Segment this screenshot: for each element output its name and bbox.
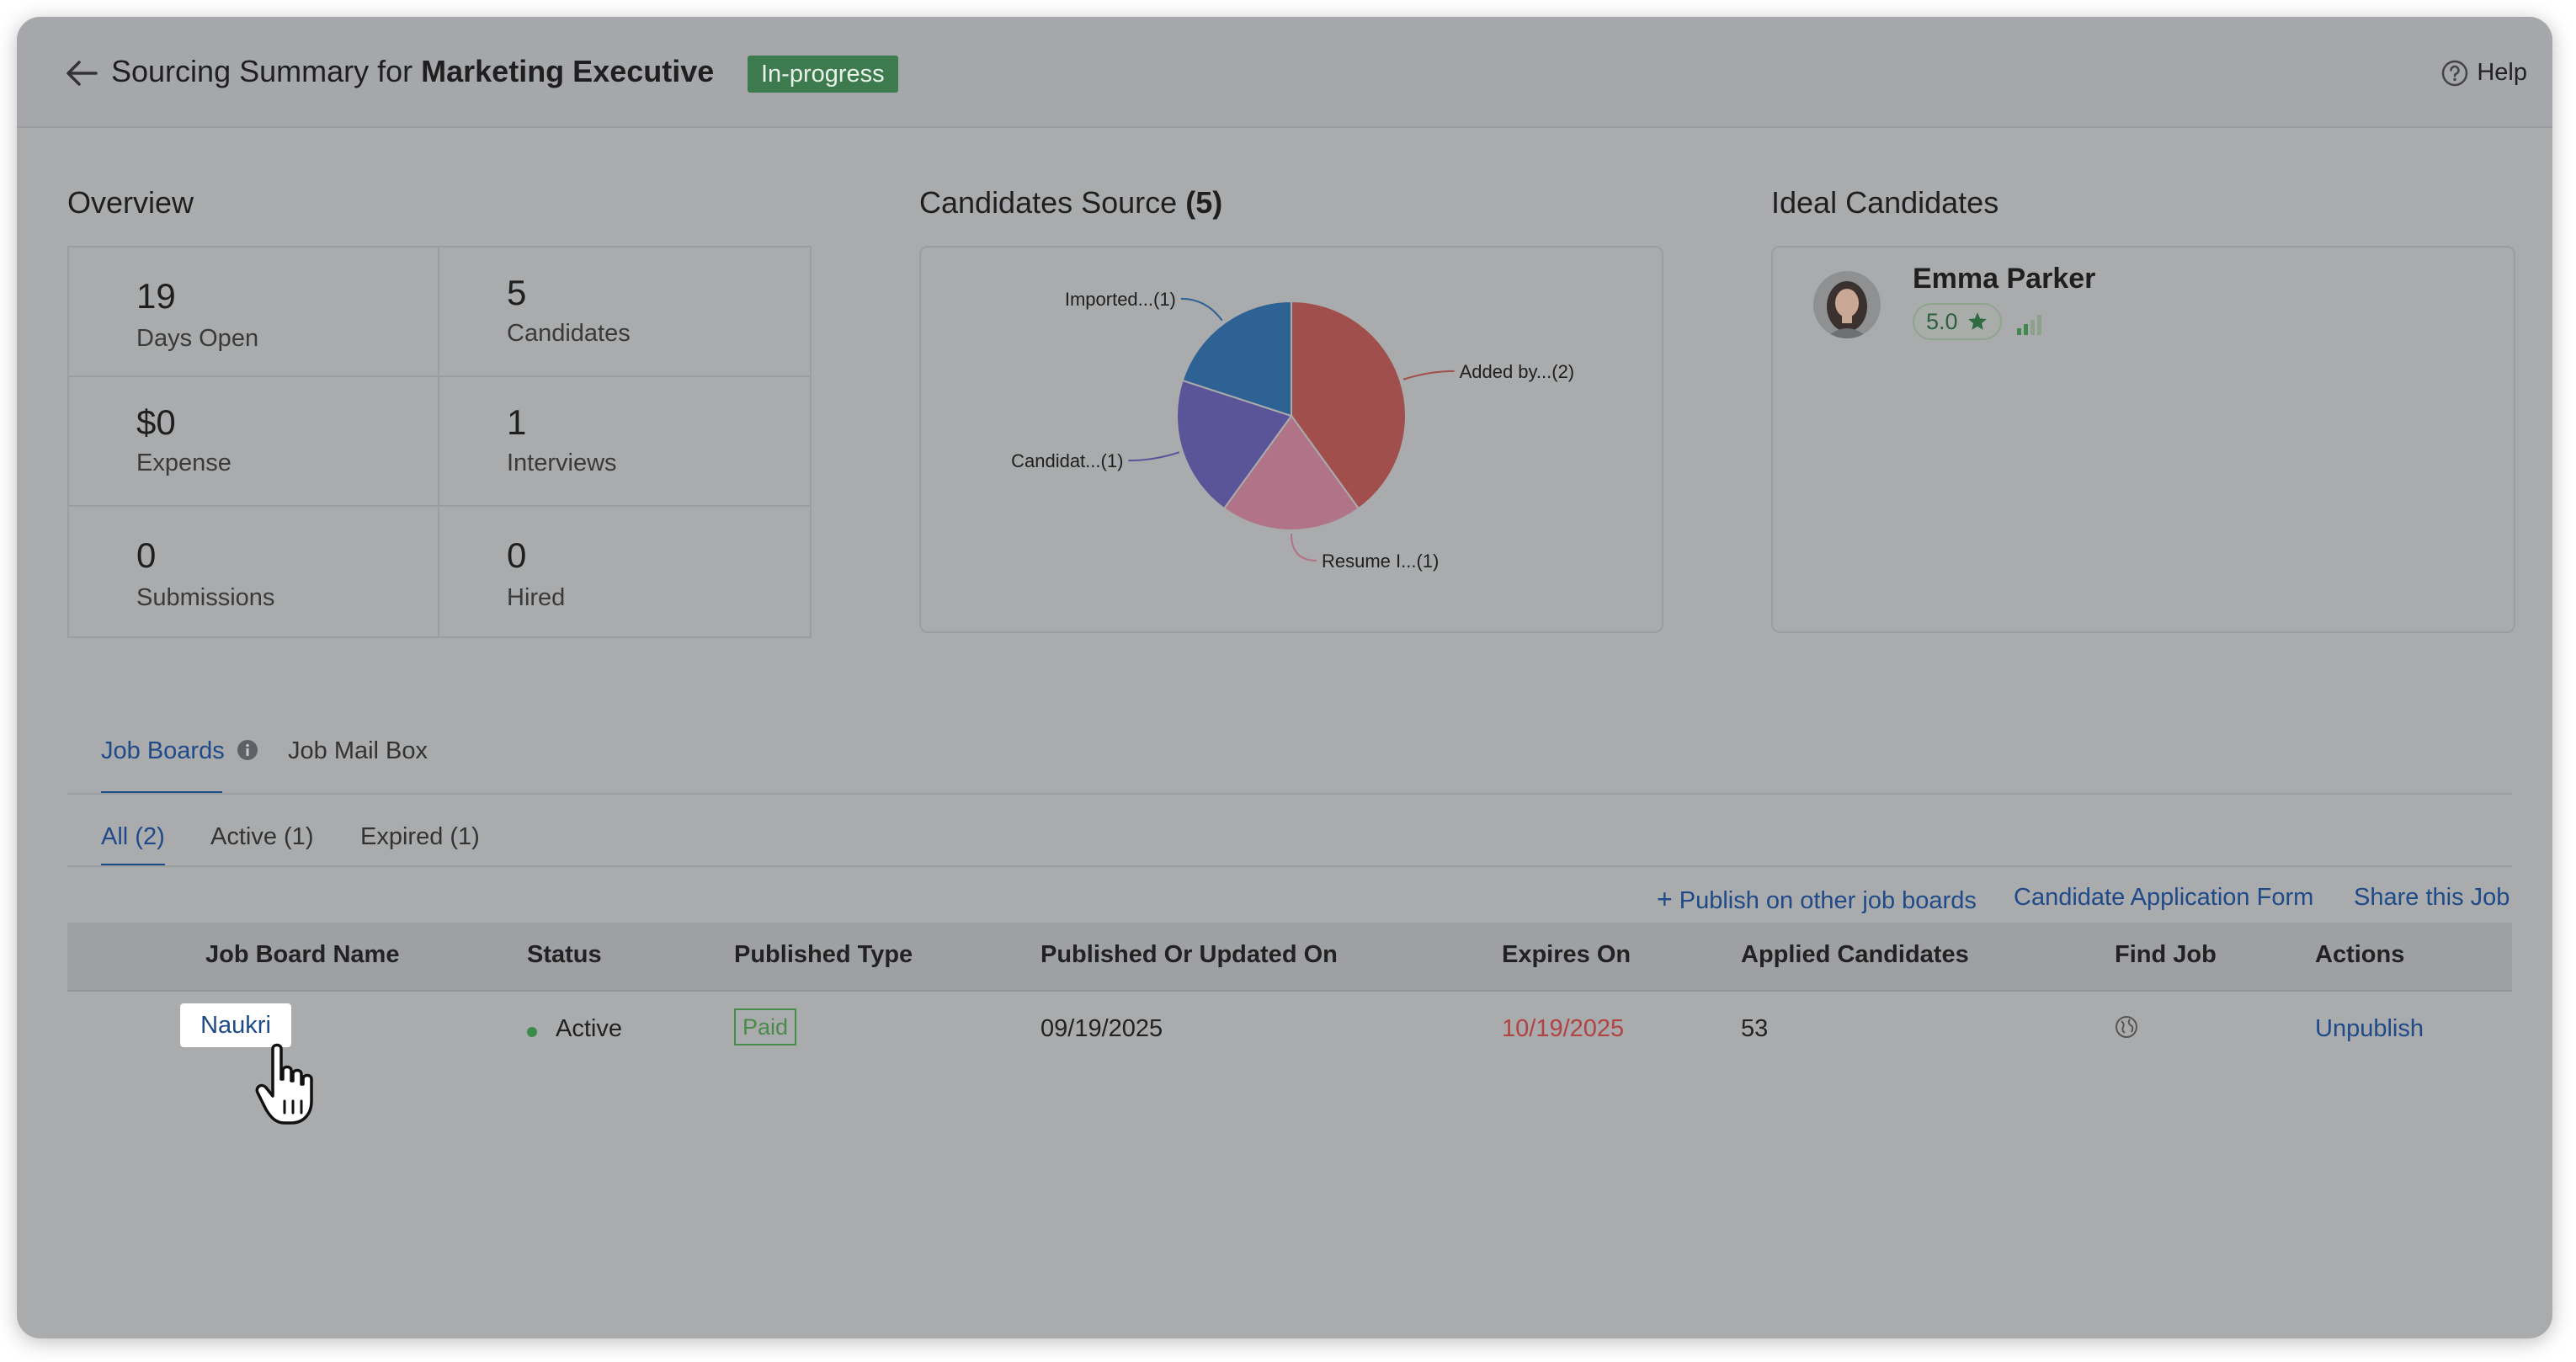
pie-leader-line <box>1180 297 1223 322</box>
col-published-on: Published Or Updated On <box>1041 941 1338 968</box>
stat-label: Interviews <box>507 450 617 476</box>
title-prefix: Sourcing Summary for <box>111 54 413 88</box>
stat-label: Candidates <box>507 320 631 347</box>
subtabs-divider <box>67 865 2512 867</box>
stat-value: 5 <box>507 273 527 312</box>
expires-on-date: 10/19/2025 <box>1502 1015 1625 1042</box>
signal-bars-icon <box>2017 315 2041 335</box>
subtab-all[interactable]: All (2) <box>101 823 165 850</box>
stat-label: Hired <box>507 584 566 611</box>
candidate-application-form-link[interactable]: Candidate Application Form <box>2014 884 2314 911</box>
table-header: Job Board Name Status Published Type Pub… <box>67 923 2512 992</box>
back-arrow-icon[interactable] <box>64 56 99 91</box>
share-job-link[interactable]: Share this Job <box>2354 884 2510 911</box>
pie-slice[interactable] <box>1222 414 1360 531</box>
job-board-name-link[interactable]: Naukri <box>180 1003 291 1047</box>
stat-interviews: 1 Interviews <box>439 377 810 507</box>
candidate-name[interactable]: Emma Parker <box>1913 263 2096 295</box>
stat-label: Submissions <box>136 584 275 611</box>
applied-candidates-count: 53 <box>1741 1015 1769 1042</box>
col-applied-candidates: Applied Candidates <box>1741 941 1969 968</box>
candidates-source-panel: Added by...(2) Resume I...(1) Candidat...(… <box>919 246 1663 633</box>
col-published-type: Published Type <box>734 941 913 968</box>
stat-value: $0 <box>136 402 176 442</box>
pie-slice[interactable] <box>1176 379 1293 510</box>
candidates-source-title: Candidates Source (5) <box>919 185 1222 221</box>
rating-badge: 5.0 <box>1913 303 2002 340</box>
publish-label: Publish on other job boards <box>1679 887 1977 914</box>
col-job-board-name: Job Board Name <box>205 941 400 968</box>
help-label: Help <box>2477 59 2527 86</box>
status-dot <box>527 1027 537 1037</box>
unpublish-link[interactable]: Unpublish <box>2315 1015 2424 1042</box>
status-text: Active <box>556 1015 622 1042</box>
pie-chart: Added by...(2) Resume I...(1) Candidat...(… <box>1011 289 1575 572</box>
page-title: Sourcing Summary for Marketing Executive <box>111 54 714 89</box>
subtab-expired[interactable]: Expired (1) <box>360 823 480 850</box>
col-status: Status <box>527 941 602 968</box>
help-button[interactable]: Help <box>2441 59 2527 87</box>
overview-title: Overview <box>67 185 194 220</box>
col-find-job: Find Job <box>2115 941 2217 968</box>
tab-job-mail-box[interactable]: Job Mail Box <box>288 737 428 764</box>
stat-submissions: 0 Submissions <box>69 507 439 636</box>
subtab-active[interactable]: Active (1) <box>210 823 314 850</box>
candidate-avatar[interactable] <box>1813 271 1881 338</box>
status-badge: In-progress <box>748 56 898 93</box>
stat-label: Expense <box>136 450 232 476</box>
col-expires-on: Expires On <box>1502 941 1631 968</box>
app-window: Sourcing Summary for Marketing Executive… <box>17 17 2552 1338</box>
pie-label: Imported...(1) <box>1065 289 1176 310</box>
ideal-candidates-panel: Emma Parker 5.0 <box>1771 246 2515 633</box>
stat-value: 19 <box>136 276 176 316</box>
plus-icon: + <box>1657 884 1673 914</box>
pie-leader-line <box>1402 370 1455 380</box>
pie-slice[interactable] <box>1291 300 1407 510</box>
candidates-source-label: Candidates Source <box>919 185 1178 220</box>
pie-label: Added by...(2) <box>1460 361 1575 382</box>
pie-label: Candidat...(1) <box>1011 450 1123 471</box>
job-title: Marketing Executive <box>421 54 715 88</box>
help-circle-icon <box>2442 60 2468 86</box>
stat-value: 0 <box>136 535 157 575</box>
tab-job-boards[interactable]: Job Boards <box>101 737 258 765</box>
pie-label: Resume I...(1) <box>1322 551 1439 572</box>
candidates-source-count: (5) <box>1185 185 1223 220</box>
info-icon[interactable] <box>237 739 258 761</box>
pie-slice[interactable] <box>1181 300 1292 418</box>
col-actions: Actions <box>2315 941 2405 968</box>
avatar-image <box>1813 271 1881 338</box>
star-icon <box>1967 312 1987 330</box>
pie-leader-line <box>1291 533 1317 561</box>
published-type-badge: Paid <box>734 1008 797 1045</box>
ideal-candidates-title: Ideal Candidates <box>1771 185 1999 220</box>
publish-other-boards-link[interactable]: + Publish on other job boards <box>1657 884 1977 915</box>
stat-label: Days Open <box>136 325 259 352</box>
tab-job-boards-label: Job Boards <box>101 737 225 764</box>
stat-candidates: 5 Candidates <box>439 247 810 377</box>
tabs-divider <box>67 793 2512 795</box>
hand-cursor-icon <box>255 1043 313 1125</box>
overview-grid: 19 Days Open 5 Candidates $0 Expense 1 I… <box>67 246 812 638</box>
globe-icon[interactable] <box>2115 1015 2138 1039</box>
page-header: Sourcing Summary for Marketing Executive… <box>17 17 2552 128</box>
stat-value: 1 <box>507 402 527 442</box>
stat-value: 0 <box>507 535 527 575</box>
published-on-date: 09/19/2025 <box>1041 1015 1163 1042</box>
stat-expense: $0 Expense <box>69 377 439 507</box>
rating-value: 5.0 <box>1926 308 1958 334</box>
stat-hired: 0 Hired <box>439 507 810 636</box>
stat-days-open: 19 Days Open <box>69 247 439 377</box>
pie-leader-line <box>1128 451 1180 462</box>
